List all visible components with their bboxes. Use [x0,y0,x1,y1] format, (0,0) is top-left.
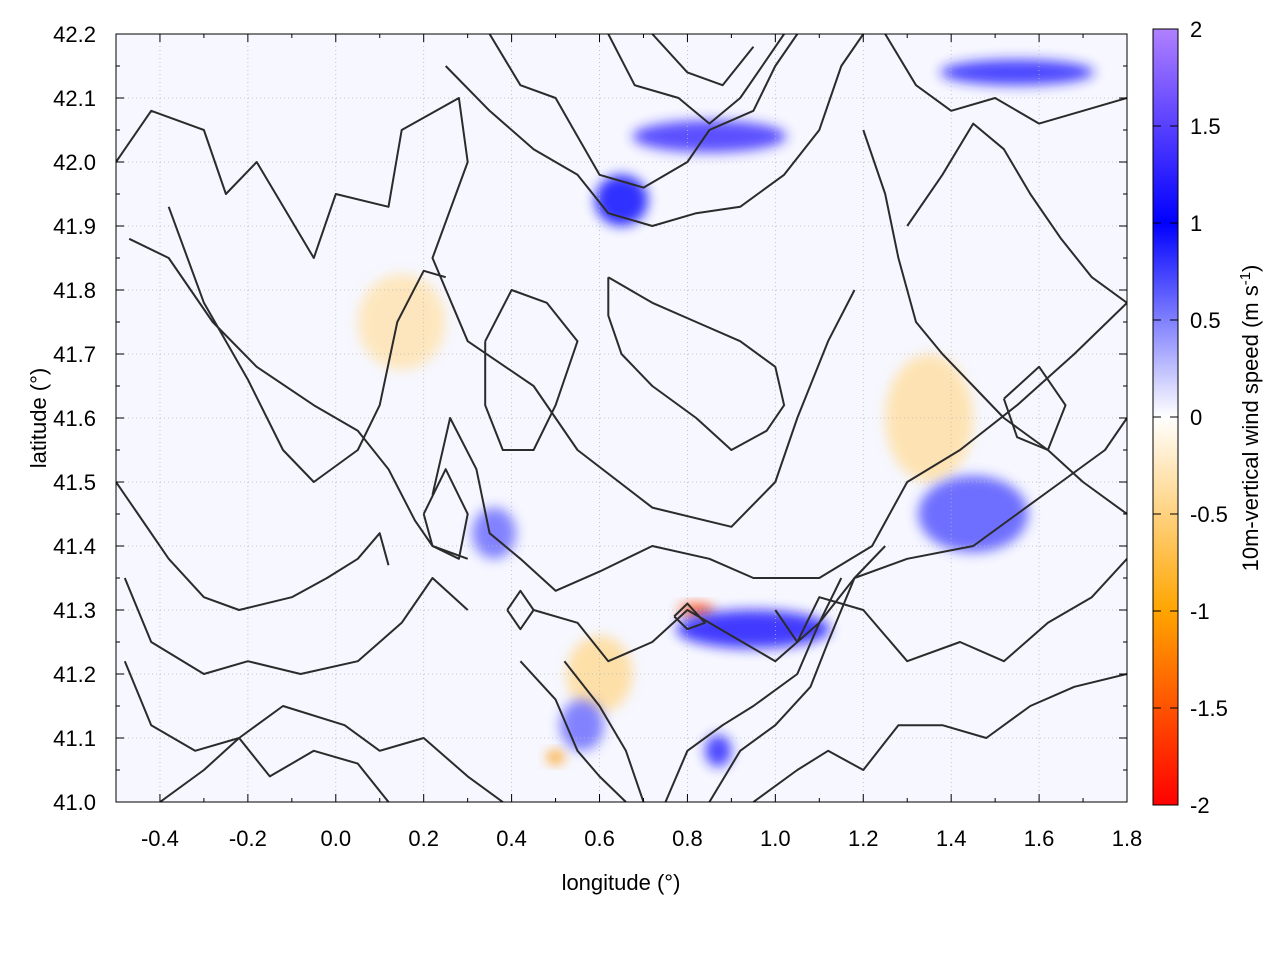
y-tick-label: 41.6 [53,406,96,431]
y-tick-label: 41.1 [53,726,96,751]
updraft-region [918,475,1029,553]
contour-line [422,468,469,560]
x-tick-label: 0.6 [584,826,615,851]
updraft-region [595,174,648,226]
x-tick-label: -0.4 [141,826,179,851]
updraft-region [472,507,517,559]
colorbar-tick-label: 1 [1190,211,1202,236]
colorbar-tick-label: -1.5 [1190,696,1228,721]
colorbar-ticks: 2 1.5 1 0.5 0 -0.5 -1 -1.5 -2 [1153,17,1228,818]
contour-line [506,589,535,631]
updraft-region [705,734,732,767]
contour-line [708,545,886,802]
contour-lines [116,34,1127,802]
x-tick-label: 1.4 [936,826,967,851]
contour-line [159,705,504,802]
y-tick-label: 42.1 [53,86,96,111]
x-tick-label: 1.2 [848,826,879,851]
colorbar-tick-label: -2 [1190,793,1210,818]
contour-line [1002,365,1067,451]
y-axis: 41.0 41.1 41.2 41.3 41.4 41.5 41.6 41.7 41.8 41.9… [53,22,1127,815]
contour-line [862,129,1127,515]
contour-line [906,122,1127,304]
x-tick-label: 0.0 [320,826,351,851]
contour-line [488,34,799,189]
x-tick-label: -0.2 [229,826,267,851]
x-tick-label: 0.4 [496,826,527,851]
x-tick-label: 0.8 [672,826,703,851]
y-axis-label: latitude (°) [26,368,51,469]
colorbar-tick-label: 1.5 [1190,114,1221,139]
y-tick-label: 41.9 [53,214,96,239]
colorbar-tick-label: 0.5 [1190,308,1221,333]
x-tick-label: 1.0 [760,826,791,851]
updraft-region [632,120,787,153]
y-tick-label: 41.7 [53,342,96,367]
x-axis: -0.4 -0.2 0.0 0.2 0.4 0.6 0.8 1.0 1.2 1.4 1.6 1.8 [141,34,1142,851]
downdraft-region [546,750,565,764]
y-tick-label: 42.0 [53,150,96,175]
contour-line [484,289,579,451]
colorbar-label: 10m-vertical wind speed (m s-1) [1237,265,1263,572]
contour-line [884,34,1127,125]
x-tick-label: 1.8 [1112,826,1143,851]
contour-line [563,660,645,802]
colorbar-tick-label: -0.5 [1190,502,1228,527]
colorbar: 2 1.5 1 0.5 0 -0.5 -1 -1.5 -2 10m-vertical wind … [1152,17,1263,818]
contour-line [444,34,865,227]
y-tick-label: 41.4 [53,534,96,559]
updraft-region [940,59,1095,86]
colorbar-tick-label: 2 [1190,17,1202,42]
plot-area [116,34,1127,802]
y-tick-label: 41.5 [53,470,96,495]
contour-line [651,34,755,87]
contour-line [752,673,1127,802]
y-tick-label: 41.0 [53,790,96,815]
x-tick-label: 1.6 [1024,826,1055,851]
updraft-region [676,610,831,649]
contour-line [123,660,390,802]
contour-line [519,660,627,802]
contour-line [123,577,469,675]
x-tick-label: 0.2 [408,826,439,851]
contour-line [774,558,1127,663]
contour-line [664,577,843,802]
colorbar-tick-label: -1 [1190,599,1210,624]
y-tick-label: 41.2 [53,662,96,687]
contour-line [673,602,706,631]
contour-line [167,206,446,483]
y-tick-label: 41.8 [53,278,96,303]
contour-line [431,302,1127,592]
x-axis-label: longitude (°) [562,870,681,895]
contour-line [128,237,469,560]
colorbar-tick-label: 0 [1190,405,1202,430]
y-tick-label: 41.3 [53,598,96,623]
contour-line [116,481,390,611]
downdraft-region [357,274,446,370]
contour-line [116,97,856,528]
y-tick-label: 42.2 [53,22,96,47]
contour-line [607,34,785,125]
contour-line [607,276,786,451]
